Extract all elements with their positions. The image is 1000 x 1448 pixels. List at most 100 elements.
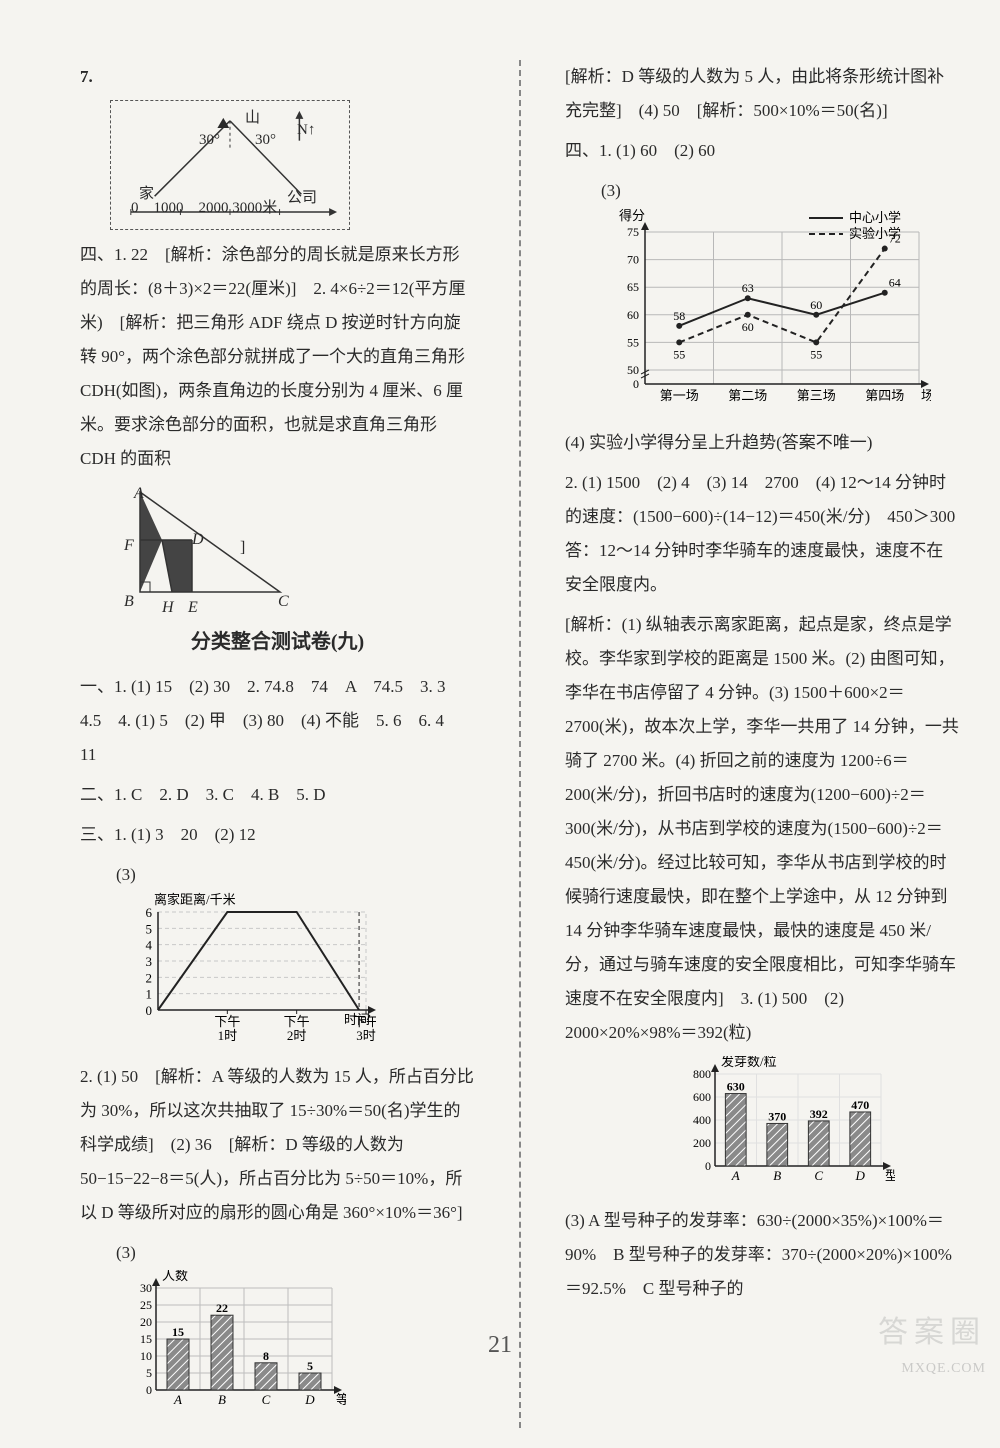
svg-text:6: 6 [146,905,153,920]
triangle-cdh: A F D B H E C ] [110,482,310,612]
svg-text:55: 55 [810,347,822,361]
svg-text:第一场: 第一场 [660,388,699,403]
svg-text:55: 55 [673,347,685,361]
svg-text:22: 22 [216,1301,228,1315]
svg-text:0: 0 [146,1003,153,1018]
svg-text:470: 470 [851,1098,869,1112]
svg-text:型号: 型号 [885,1168,895,1183]
r-s4: 四、1. (1) 60 (2) 60 [565,134,960,168]
fig7-map: ⛰ 山 30° 30° N↑ 家 公司 0 1000 2000 3000米 [110,100,350,230]
svg-text:5: 5 [307,1359,313,1373]
svg-text:50: 50 [627,363,639,377]
svg-text:60: 60 [810,298,822,312]
svg-text:392: 392 [810,1107,828,1121]
svg-text:B: B [218,1392,226,1407]
pt-h: H [162,592,174,624]
svg-text:A: A [173,1392,182,1407]
svg-text:10: 10 [140,1349,152,1363]
svg-text:0: 0 [633,377,639,391]
svg-text:70: 70 [627,253,639,267]
svg-text:60: 60 [742,320,754,334]
svg-text:15: 15 [140,1332,152,1346]
angle-right: 30° [255,125,276,155]
north-label: N↑ [297,115,315,145]
svg-text:1: 1 [146,987,153,1002]
svg-text:15: 15 [172,1325,184,1339]
svg-text:3时: 3时 [356,1028,376,1043]
r-after: (4) 实验小学得分呈上升趋势(答案不唯一) [565,426,960,460]
svg-text:得分: 得分 [619,208,645,223]
svg-text:A: A [731,1168,740,1183]
svg-text:200: 200 [693,1136,711,1150]
svg-text:0: 0 [705,1159,711,1173]
svg-text:30: 30 [140,1281,152,1295]
svg-text:下午: 下午 [214,1014,240,1029]
svg-text:400: 400 [693,1113,711,1127]
svg-text:65: 65 [627,280,639,294]
svg-text:60: 60 [627,308,639,322]
title-9: 分类整合测试卷(九) [80,622,475,662]
r-p0: [解析：D 等级的人数为 5 人，由此将条形统计图补充完整] (4) 50 [解… [565,60,960,128]
svg-text:场次: 场次 [921,388,931,403]
sec4-text: 四、1. 22 [解析：涂色部分的周长就是原来长方形的周长：(8＋3)×2＝22… [80,238,475,476]
svg-text:370: 370 [768,1109,786,1123]
svg-text:C: C [262,1392,271,1407]
sec3-2: 2. (1) 50 [解析：A 等级的人数为 15 人，所占百分比为 30%，所… [80,1060,475,1230]
svg-text:第三场: 第三场 [797,388,836,403]
svg-text:20: 20 [140,1315,152,1329]
grade-bar-chart: (3) 05101520253015A22B8C5D等级人数 [116,1236,475,1420]
company-label: 公司 [287,183,317,213]
svg-text:63: 63 [742,281,754,295]
svg-text:64: 64 [889,276,901,290]
svg-text:下午: 下午 [284,1014,310,1029]
svg-text:0: 0 [146,1383,152,1397]
axis-labels: 0 1000 2000 3000米 [131,193,277,223]
svg-text:55: 55 [627,335,639,349]
left-column: 7. ⛰ 山 30° 30° N↑ 家 公司 0 1000 2000 [80,60,475,1428]
svg-text:8: 8 [263,1349,269,1363]
q7-label: 7. [80,60,475,94]
svg-text:中心小学: 中心小学 [849,210,901,225]
svg-text:C: C [814,1168,823,1183]
seed-bar-chart: 0200400600800630A370B392C470D型号发芽数/粒 [675,1056,960,1196]
r-p3: (3) A 型号种子的发芽率：630÷(2000×35%)×100%＝90% B… [565,1204,960,1306]
page-number: 21 [488,1321,512,1369]
distance-line-chart: (3) 0123456下午1时下午2时下午3时离家距离/千米时间 [116,858,475,1052]
svg-text:630: 630 [727,1080,745,1094]
svg-text:第二场: 第二场 [728,388,767,403]
pt-a: A [134,478,144,510]
column-divider [519,60,521,1428]
svg-text:2时: 2时 [287,1028,307,1043]
sec3-1: 三、1. (1) 3 20 (2) 12 [80,818,475,852]
svg-text:2: 2 [146,970,153,985]
svg-text:25: 25 [140,1298,152,1312]
svg-text:人数: 人数 [162,1270,188,1283]
svg-text:4: 4 [146,938,153,953]
sec1: 一、1. (1) 15 (2) 30 2. 74.8 74 A 74.5 3. … [80,670,475,772]
svg-text:5: 5 [146,1366,152,1380]
pt-c: C [278,586,289,618]
r-p2: 2. (1) 1500 (2) 4 (3) 14 2700 (4) 12～14 … [565,466,960,602]
svg-text:发芽数/粒: 发芽数/粒 [721,1056,777,1069]
right-column: [解析：D 等级的人数为 5 人，由此将条形统计图补充完整] (4) 50 [解… [565,60,960,1428]
svg-text:58: 58 [673,309,685,323]
svg-text:第四场: 第四场 [865,388,904,403]
svg-text:5: 5 [146,921,153,936]
svg-text:600: 600 [693,1090,711,1104]
svg-text:3: 3 [146,954,153,969]
svg-text:75: 75 [627,225,639,239]
svg-text:实验小学: 实验小学 [849,226,901,241]
r-p2exp: [解析：(1) 纵轴表示离家距离，起点是家，终点是学校。李华家到学校的距离是 1… [565,608,960,1050]
sec2: 二、1. C 2. D 3. C 4. B 5. D [80,778,475,812]
pt-b: B [124,586,134,618]
svg-text:时间: 时间 [344,1012,370,1027]
svg-text:1时: 1时 [218,1028,238,1043]
svg-text:B: B [773,1168,781,1183]
score-compare-chart: (3) 05055606570755863606455605572第一场第二场第… [601,174,960,418]
svg-text:D: D [304,1392,315,1407]
svg-text:离家距离/千米: 离家距离/千米 [154,892,236,907]
svg-text:D: D [855,1168,866,1183]
pt-e: E [188,592,198,624]
pt-f: F [124,530,134,562]
pt-d: D [192,524,204,556]
